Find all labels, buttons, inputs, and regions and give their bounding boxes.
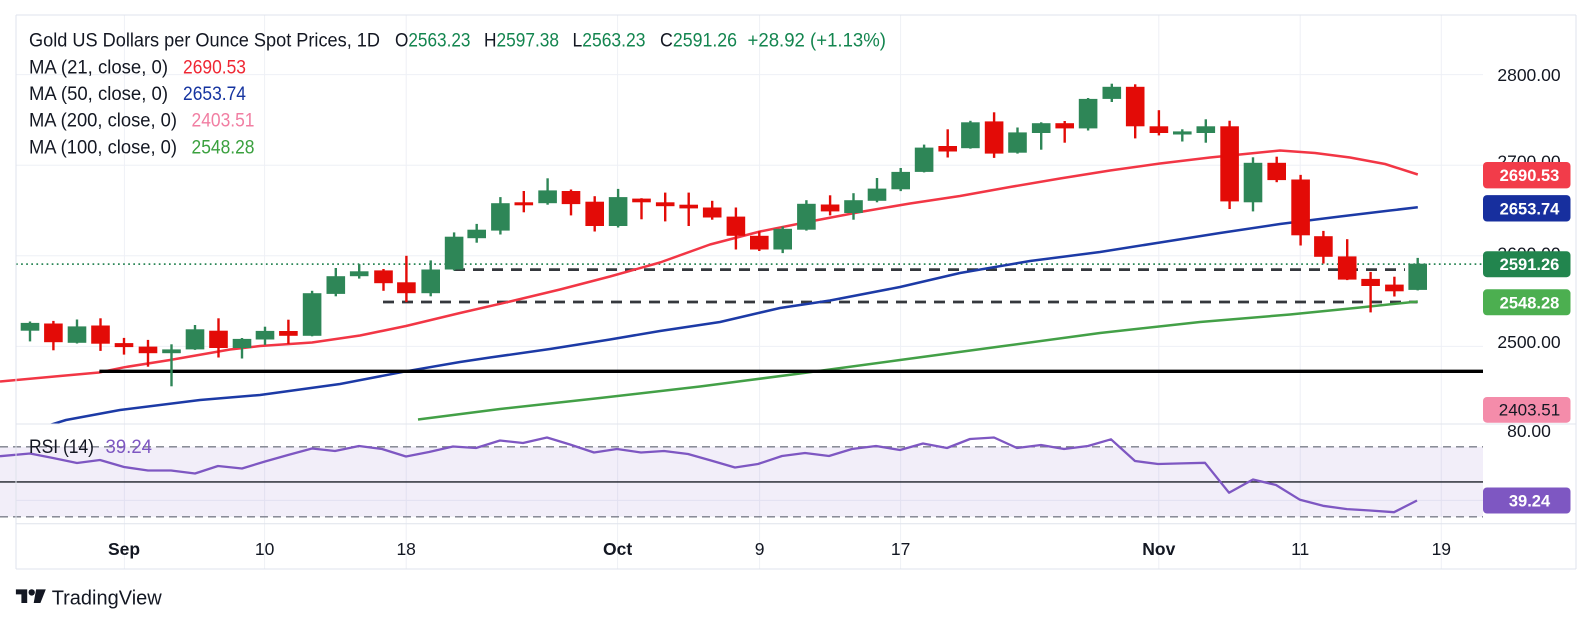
svg-text:2548.28: 2548.28 [192, 137, 255, 158]
svg-text:39.24: 39.24 [106, 437, 153, 458]
svg-text:2591.26: 2591.26 [1500, 256, 1560, 274]
svg-text:2653.74: 2653.74 [183, 84, 246, 105]
svg-text:Oct: Oct [603, 539, 632, 559]
svg-text:MA (21, close, 0): MA (21, close, 0) [29, 58, 168, 79]
svg-text:MA (200, close, 0): MA (200, close, 0) [29, 110, 177, 131]
svg-text:2403.51: 2403.51 [192, 110, 255, 131]
svg-text:2690.53: 2690.53 [183, 58, 246, 79]
svg-text:Nov: Nov [1142, 539, 1175, 559]
svg-text:11: 11 [1291, 539, 1309, 559]
svg-text:2403.51: 2403.51 [1499, 401, 1560, 420]
svg-text:19: 19 [1432, 539, 1451, 559]
svg-text:L2563.23: L2563.23 [573, 31, 646, 52]
svg-text:H2597.38: H2597.38 [484, 31, 559, 52]
svg-text:+28.92 (+1.13%): +28.92 (+1.13%) [748, 31, 887, 52]
svg-text:MA (50, close, 0): MA (50, close, 0) [29, 84, 168, 105]
svg-text:TradingView: TradingView [52, 587, 163, 609]
svg-text:2690.53: 2690.53 [1500, 167, 1560, 185]
svg-text:O2563.23: O2563.23 [395, 31, 471, 52]
svg-text:39.24: 39.24 [1509, 493, 1551, 511]
svg-text:9: 9 [755, 539, 765, 559]
svg-text:Gold US Dollars per Ounce Spot: Gold US Dollars per Ounce Spot Prices, 1… [29, 31, 380, 52]
svg-text:18: 18 [396, 539, 415, 559]
svg-text:RSI (14): RSI (14) [29, 437, 94, 458]
svg-text:Sep: Sep [108, 539, 140, 559]
svg-text:C2591.26: C2591.26 [660, 31, 737, 52]
svg-text:MA (100, close, 0): MA (100, close, 0) [29, 137, 177, 158]
svg-text:2800.00: 2800.00 [1497, 65, 1561, 85]
svg-text:10: 10 [255, 539, 275, 559]
svg-text:2548.28: 2548.28 [1500, 294, 1560, 312]
svg-text:17: 17 [891, 539, 910, 559]
svg-text:2500.00: 2500.00 [1497, 332, 1561, 352]
svg-text:80.00: 80.00 [1507, 421, 1551, 441]
svg-text:2653.74: 2653.74 [1500, 200, 1560, 218]
